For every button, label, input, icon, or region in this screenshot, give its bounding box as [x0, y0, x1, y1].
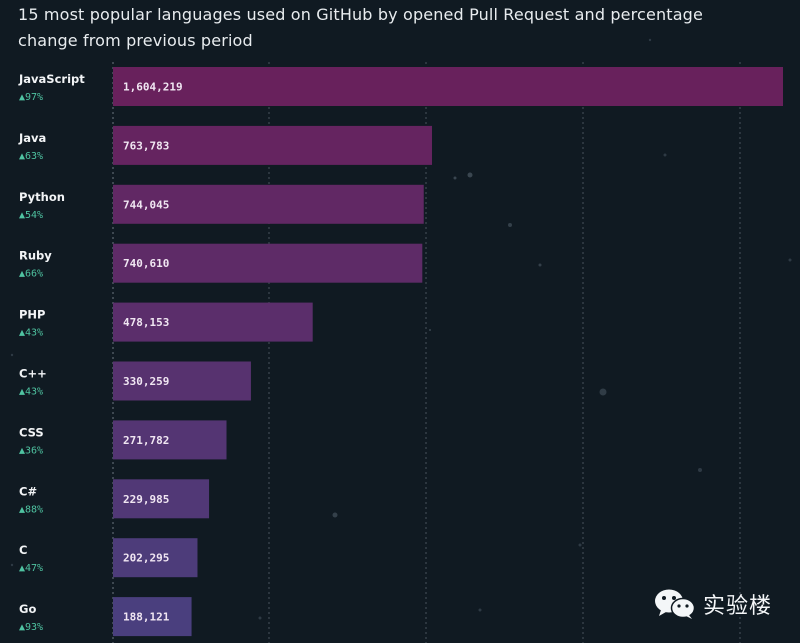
bar-python — [113, 184, 424, 224]
watermark: 实验楼 — [653, 587, 772, 621]
bar-php — [113, 302, 313, 342]
value-label: 1,604,219 — [123, 81, 183, 94]
category-label: C# — [19, 484, 37, 498]
change-label: ▲36% — [19, 445, 43, 456]
change-label: ▲43% — [19, 387, 43, 398]
change-label: ▲63% — [19, 151, 43, 162]
value-label: 330,259 — [123, 375, 169, 388]
change-label: ▲43% — [19, 328, 43, 339]
value-label: 271,782 — [123, 434, 169, 447]
bar-go — [113, 597, 192, 637]
change-label: ▲97% — [19, 92, 43, 103]
category-label: Go — [19, 602, 36, 616]
chart-title: 15 most popular languages used on GitHub… — [18, 5, 703, 50]
value-label: 763,783 — [123, 139, 169, 152]
category-label: C++ — [19, 367, 47, 381]
bars — [113, 67, 783, 637]
category-label: C — [19, 543, 27, 557]
value-label: 188,121 — [123, 611, 170, 624]
value-label: 478,153 — [123, 316, 169, 329]
change-label: ▲47% — [19, 563, 43, 574]
value-label: 740,610 — [123, 257, 169, 270]
change-label: ▲54% — [19, 210, 43, 221]
change-label: ▲93% — [19, 622, 43, 633]
category-label: Ruby — [19, 249, 52, 263]
bar-java — [113, 125, 432, 165]
value-label: 229,985 — [123, 493, 169, 506]
labels: 1,604,219 JavaScript ▲97% 763,783 Java ▲63% 74… — [18, 72, 183, 633]
category-label: Java — [18, 131, 46, 145]
category-label: CSS — [19, 425, 44, 439]
bar-css — [113, 420, 227, 460]
category-label: JavaScript — [18, 72, 85, 86]
bar-c — [113, 538, 198, 578]
change-label: ▲88% — [19, 504, 43, 515]
category-label: Python — [19, 190, 65, 204]
change-label: ▲66% — [19, 269, 43, 280]
watermark-text: 实验楼 — [702, 594, 772, 619]
bar-ruby — [113, 243, 423, 283]
value-label: 744,045 — [123, 198, 169, 211]
bar-javascript — [113, 67, 783, 106]
wechat-icon — [654, 589, 696, 619]
bar-c- — [113, 361, 251, 401]
value-label: 202,295 — [123, 552, 169, 565]
bar-c- — [113, 479, 210, 519]
category-label: PHP — [19, 308, 45, 322]
